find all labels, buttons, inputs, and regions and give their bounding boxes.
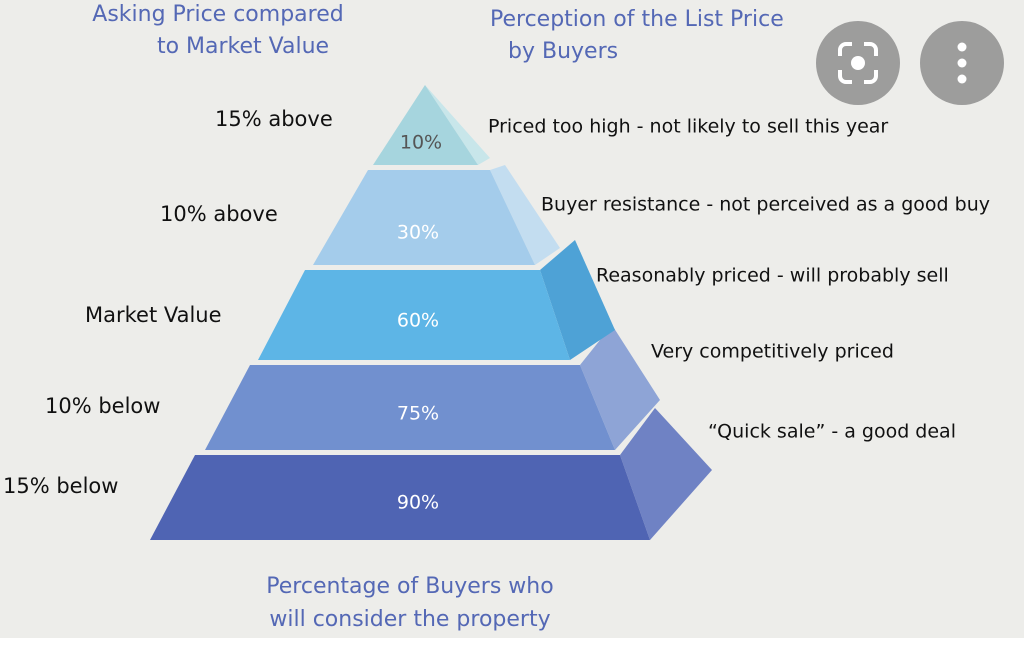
side-face	[580, 325, 660, 450]
asking-label: 10% above	[160, 202, 278, 226]
right-heading: by Buyers	[508, 39, 618, 64]
side-face	[620, 408, 712, 540]
dot	[957, 42, 967, 52]
dot	[957, 58, 967, 68]
perception-label: Priced too high - not likely to sell thi…	[488, 116, 888, 138]
bottom-strip	[0, 638, 1024, 645]
level-face	[373, 85, 478, 165]
dot	[957, 74, 967, 84]
side-face	[425, 85, 490, 165]
left-heading: Asking Price compared	[92, 2, 343, 27]
perception-label: Buyer resistance - not perceived as a go…	[541, 194, 990, 216]
level-face	[205, 365, 615, 450]
asking-label: 15% above	[215, 107, 333, 131]
side-face	[540, 240, 615, 360]
perception-label: “Quick sale” - a good deal	[708, 421, 956, 443]
left-heading: to Market Value	[157, 34, 329, 59]
perception-label: Reasonably priced - will probably sell	[596, 265, 949, 287]
percent-label: 10%	[400, 132, 442, 154]
level-face	[313, 170, 535, 265]
pyramid	[150, 85, 712, 540]
percent-label: 60%	[397, 310, 439, 332]
right-heading: Perception of the List Price	[490, 7, 784, 32]
level-face	[258, 270, 570, 360]
lens-icon	[838, 42, 878, 84]
asking-label: Market Value	[85, 303, 222, 327]
footer: Percentage of Buyers who	[266, 574, 553, 599]
percent-label: 75%	[397, 403, 439, 425]
percent-label: 30%	[397, 222, 439, 244]
asking-label: 15% below	[3, 474, 118, 498]
lens-button[interactable]	[816, 21, 900, 105]
perception-label: Very competitively priced	[651, 341, 894, 363]
side-face	[490, 165, 560, 265]
lens-icon-dot	[851, 56, 865, 70]
level-face	[150, 455, 650, 540]
footer: will consider the property	[269, 607, 550, 632]
more-button[interactable]	[920, 21, 1004, 105]
asking-label: 10% below	[45, 394, 160, 418]
percent-label: 90%	[397, 492, 439, 514]
